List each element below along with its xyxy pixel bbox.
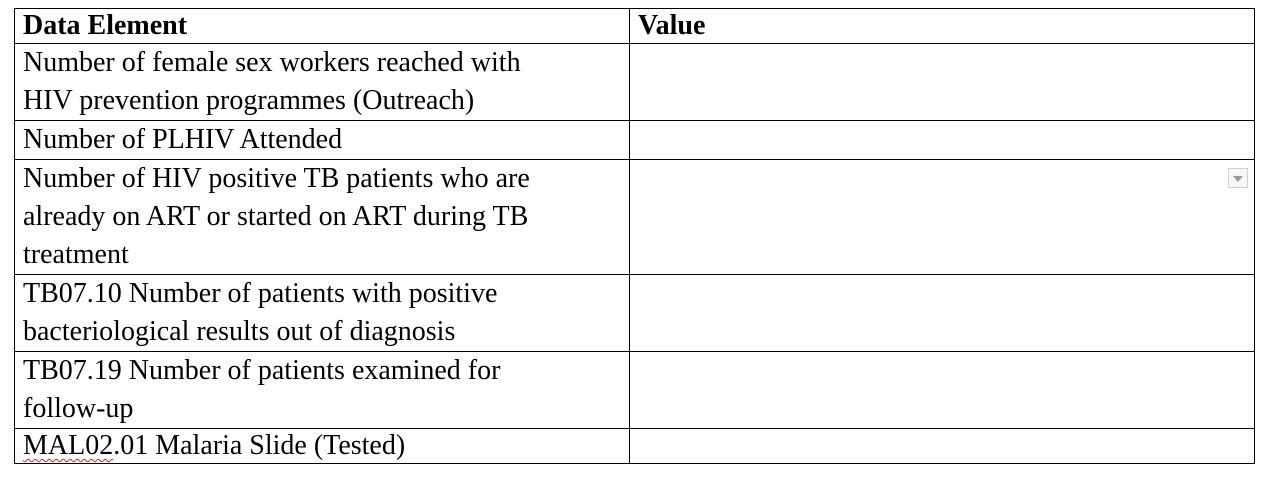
data-element-line: treatment [23, 239, 129, 270]
data-element-text: .01 Malaria Slide (Tested) [113, 430, 406, 461]
data-element-cell: Number of HIV positive TB patients who a… [14, 159, 630, 275]
value-cell[interactable] [629, 351, 1255, 429]
table-row: Number of PLHIV Attended [14, 120, 1255, 160]
data-element-cell: TB07.10 Number of patients with positive… [14, 274, 630, 352]
header-value: Value [629, 8, 1255, 44]
data-element-line: Number of PLHIV Attended [23, 124, 343, 155]
value-cell[interactable] [629, 120, 1255, 160]
data-element-line: Number of female sex workers reached wit… [23, 47, 521, 78]
data-element-table: Data Element Value Number of female sex … [14, 8, 1255, 464]
data-element-cell: Number of PLHIV Attended [14, 120, 630, 160]
data-element-line: TB07.19 Number of patients examined for [23, 355, 501, 386]
table-row: TB07.19 Number of patients examined for … [14, 351, 1255, 429]
data-element-line: bacteriological results out of diagnosis [23, 316, 456, 347]
value-cell[interactable] [629, 428, 1255, 464]
chevron-down-icon[interactable] [1228, 168, 1248, 188]
data-element-line: follow-up [23, 393, 134, 424]
data-element-line: HIV prevention programmes (Outreach) [23, 85, 475, 116]
table-row: Number of female sex workers reached wit… [14, 43, 1255, 121]
data-element-line: Number of HIV positive TB patients who a… [23, 163, 530, 194]
table-row: MAL02.01 Malaria Slide (Tested) [14, 428, 1255, 464]
misspelled-code: MAL02 [23, 430, 114, 461]
header-data-element: Data Element [14, 8, 630, 44]
data-element-line: already on ART or started on ART during … [23, 201, 529, 232]
data-element-cell: MAL02.01 Malaria Slide (Tested) [14, 428, 630, 464]
data-element-cell: Number of female sex workers reached wit… [14, 43, 630, 121]
data-element-line: TB07.10 Number of patients with positive [23, 278, 498, 309]
header-row: Data Element Value [14, 8, 1255, 44]
value-cell[interactable] [629, 274, 1255, 352]
table-row: Number of HIV positive TB patients who a… [14, 159, 1255, 275]
table-row: TB07.10 Number of patients with positive… [14, 274, 1255, 352]
value-cell[interactable] [629, 159, 1255, 275]
data-element-cell: TB07.19 Number of patients examined for … [14, 351, 630, 429]
value-cell[interactable] [629, 43, 1255, 121]
